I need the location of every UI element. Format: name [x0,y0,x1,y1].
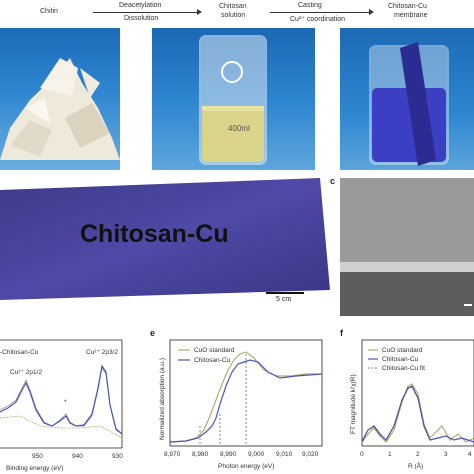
flow-chitin: Chitin [40,8,58,15]
flow-coordination: Cu²⁺ coordination [290,16,346,23]
arrow-1 [93,9,202,15]
panel-e-chart: Normalized absorption (a.u.) CuO standar… [159,339,323,470]
panel-d-xtick-1: 940 [72,453,83,460]
panel-d-xtick-2: 930 [112,453,123,460]
panel-f-xtick-0: 0 [360,451,364,458]
panel-f-ylabel: FT magnitude k²χ(R) [350,374,357,434]
panel-f-legend-2: Chitosan-Cu fit [382,365,425,372]
scale-bar-label: 5 cm [276,296,292,303]
flow-chitosan-1: Chitosan [219,3,247,10]
sem-image [340,178,474,316]
panel-d-peak1: Cu²⁺ 2p1/2 [10,369,42,376]
flow-deacetylation: Deacetylation [119,2,162,9]
panel-e-xlabel: Photon energy (eV) [218,463,274,470]
panel-label-f: f [340,328,343,338]
scale-bar [266,292,304,294]
panel-label-c: c [330,176,336,186]
flow-dissolution: Dissolution [124,15,159,22]
panel-e-xtick-1: 8,980 [192,451,209,458]
panel-e-xtick-4: 9,010 [276,451,293,458]
panel-e-legend-0: CuO standard [194,347,235,354]
panel-e-xtick-0: 8,970 [164,451,181,458]
flow-membrane-1: Chitosan-Cu [388,3,427,10]
panel-e-xtick-5: 9,020 [302,451,319,458]
panel-f-legend-1: Chitosan-Cu [382,356,419,363]
panel-f-xtick-1: 1 [388,451,392,458]
panel-e-legend-1: Chitosan-Cu [194,357,231,364]
panel-d-star: * [64,399,67,406]
panel-e-xtick-3: 9,000 [248,451,265,458]
beaker-volume-label: 400ml [228,124,250,133]
panel-e-xtick-2: 8,990 [220,451,237,458]
photo-membrane-beaker [340,28,474,170]
photo-membrane-sheet: Chitosan-Cu 5 cm [0,172,332,312]
flow-membrane-2: membrane [394,12,428,19]
panel-d-peak2: Cu²⁺ 2p3/2 [86,349,118,356]
panel-e-ylabel: Normalized absorption (a.u.) [159,358,166,440]
membrane-text: Chitosan-Cu [80,220,229,248]
panel-label-e: e [150,328,156,338]
flow-chitosan-2: solution [221,12,246,19]
panel-f-legend-0: CuO standard [382,347,423,354]
panel-d-legend: -Chitosan-Cu [0,349,39,356]
panel-d-xtick-0: 950 [32,453,43,460]
photo-chitin-flakes [0,28,120,170]
panel-f-xtick-2: 2 [416,451,420,458]
photo-beaker: 400ml [152,28,315,170]
panel-f-xtick-4: 4 [468,451,472,458]
panel-f-xtick-3: 3 [444,451,448,458]
panel-f-chart: FT magnitude k²χ(R) CuO standard Chitosa… [350,339,474,470]
panel-f-xlabel: R (Å) [408,461,423,470]
arrow-2 [270,9,374,15]
panel-d-chart: -Chitosan-Cu Cu²⁺ 2p1/2 Cu²⁺ 2p3/2 * 950… [0,339,123,472]
flow-casting: Casting [298,2,322,9]
panel-d-xlabel: Binding energy (eV) [6,465,63,472]
